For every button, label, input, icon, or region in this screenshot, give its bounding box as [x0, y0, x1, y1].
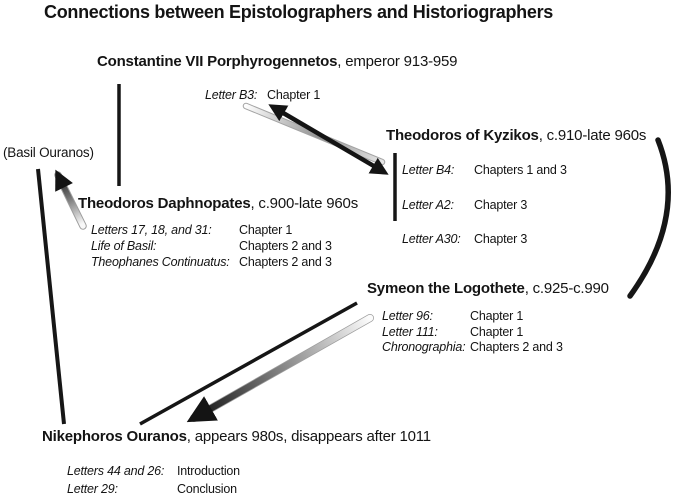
node-title: Symeon the Logothete, c.925-c.990 — [367, 280, 609, 297]
node-constantine-vii: Constantine VII Porphyrogennetos, empero… — [97, 53, 458, 102]
work-label: Letter B4: — [402, 163, 455, 177]
work-label: Theophanes Continuatus: — [91, 255, 230, 269]
node-basil-ouranos: (Basil Ouranos) — [3, 145, 94, 160]
work-value: Chapters 2 and 3 — [239, 255, 332, 269]
person-dates: , c.910-late 960s — [538, 127, 647, 144]
work-value: Chapter 1 — [267, 88, 321, 102]
node-title: Theodoros Daphnopates, c.900-late 960s — [78, 195, 358, 212]
work-label: Letter 29: — [67, 481, 118, 496]
connector-symeon-nikephoros — [139, 301, 358, 426]
node-title: Constantine VII Porphyrogennetos, empero… — [97, 53, 458, 70]
node-nikephoros-ouranos: Nikephoros Ouranos, appears 980s, disapp… — [42, 428, 431, 496]
person-name: Nikephoros Ouranos — [42, 428, 187, 445]
node-title: Nikephoros Ouranos, appears 980s, disapp… — [42, 428, 431, 445]
work-value: Chapters 2 and 3 — [470, 340, 563, 354]
work-value: Chapter 1 — [239, 223, 293, 237]
work-value: Introduction — [177, 464, 240, 478]
node-symeon-the-logothete: Symeon the Logothete, c.925-c.990 Letter… — [367, 280, 609, 354]
work-value: Conclusion — [177, 481, 237, 496]
work-label: Letter 96: — [382, 309, 433, 323]
person-name: Theodoros of Kyzikos — [386, 127, 539, 144]
person-dates: , emperor 913-959 — [337, 53, 458, 70]
work-row: Letters 17, 18, and 31: Chapter 1 — [91, 221, 332, 237]
person-dates: , c.900-late 960s — [250, 195, 358, 212]
work-row: Letter A2: Chapter 3 — [402, 196, 567, 231]
work-label: Chronographia: — [382, 340, 466, 354]
person-dates: , c.925-c.990 — [524, 280, 609, 297]
work-value: Chapters 1 and 3 — [474, 163, 567, 177]
arrow-constantine-kyzikos-gradient — [243, 103, 385, 165]
work-value: Chapter 3 — [474, 197, 528, 212]
page-title: Connections between Epistolographers and… — [44, 2, 553, 22]
work-value: Chapter 3 — [474, 232, 528, 246]
work-label: Letter A2: — [402, 197, 454, 212]
work-row: Life of Basil: Chapters 2 and 3 — [91, 237, 332, 253]
work-row: Theophanes Continuatus: Chapters 2 and 3 — [91, 253, 332, 269]
person-name: (Basil Ouranos) — [3, 145, 94, 160]
node-theodoros-daphnopates: Theodoros Daphnopates, c.900-late 960s L… — [78, 195, 358, 269]
work-label: Letter B3: — [205, 88, 258, 102]
node-title: Theodoros of Kyzikos, c.910-late 960s — [386, 127, 646, 144]
arrow-daphnopates-basil — [55, 169, 86, 229]
arc-kyzikos-symeon — [627, 137, 671, 299]
works-list: Letters 44 and 26: Introduction Letter 29… — [67, 462, 240, 497]
work-label: Letter 111: — [382, 324, 438, 339]
work-label: Letter A30: — [402, 232, 461, 246]
work-label: Life of Basil: — [91, 239, 157, 253]
arrow-symeon-nikephoros-gradient — [186, 314, 374, 423]
person-name: Theodoros Daphnopates — [78, 195, 251, 212]
node-theodoros-of-kyzikos: Theodoros of Kyzikos, c.910-late 960s Le… — [386, 127, 646, 246]
person-name: Symeon the Logothete — [367, 280, 525, 297]
person-name: Constantine VII Porphyrogennetos — [97, 53, 338, 70]
work-row: Letter B4: Chapters 1 and 3 — [402, 161, 567, 196]
work-row: Letter A30: Chapter 3 — [402, 230, 567, 265]
works-list: Letter 96: Chapter 1 Letter 111: Chapter 1… — [382, 307, 563, 354]
work-value: Chapters 2 and 3 — [239, 239, 332, 253]
work-row: Letter 96: Chapter 1 — [382, 307, 563, 323]
works-list: Letters 17, 18, and 31: Chapter 1 Life of… — [91, 221, 332, 269]
work-row: Letter 111: Chapter 1 — [382, 323, 563, 339]
node-title: (Basil Ouranos) — [3, 145, 94, 160]
works-list: Letter B3: Chapter 1 — [205, 86, 320, 102]
work-label: Letters 44 and 26: — [67, 464, 165, 478]
work-row: Letter B3: Chapter 1 — [205, 86, 320, 102]
work-row: Letter 29: Conclusion — [67, 480, 240, 498]
work-label: Letters 17, 18, and 31: — [91, 223, 212, 237]
connector-basil-nikephoros — [36, 168, 66, 425]
work-value: Chapter 1 — [470, 309, 524, 323]
work-row: Letters 44 and 26: Introduction — [67, 462, 240, 480]
work-value: Chapter 1 — [470, 324, 524, 339]
works-list: Letter B4: Chapters 1 and 3 Letter A2: Cha… — [402, 161, 567, 265]
work-row: Chronographia: Chapters 2 and 3 — [382, 338, 563, 354]
arrow-constantine-kyzikos-double — [268, 104, 389, 175]
person-dates: , appears 980s, disappears after 1011 — [186, 428, 431, 445]
